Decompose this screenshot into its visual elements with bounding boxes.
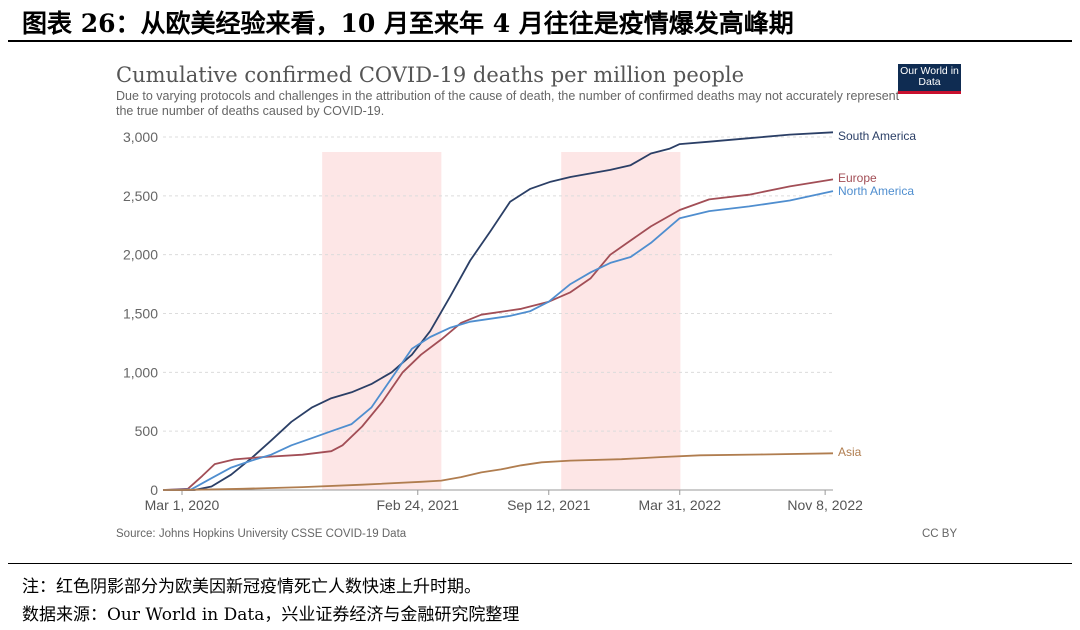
figure-data-source: 数据来源：Our World in Data，兴业证券经济与金融研究院整理 [22, 605, 520, 625]
x-tick-label: Mar 1, 2020 [145, 497, 220, 513]
owid-logo: Our World in Data [898, 64, 961, 94]
legend-label-south-america: South America [838, 129, 916, 143]
legend-label-europe: Europe [838, 171, 877, 185]
y-tick-label: 0 [150, 482, 158, 498]
figure-title: 图表 26：从欧美经验来看，10 月至来年 4 月往往是疫情爆发高峰期 [22, 9, 794, 38]
y-tick-label: 2,000 [123, 247, 158, 263]
x-tick-label: Mar 31, 2022 [638, 497, 721, 513]
shaded-period-1 [322, 152, 442, 490]
chart-subtitle: Due to varying protocols and challenges … [116, 89, 900, 118]
figure-note: 注：红色阴影部分为欧美因新冠疫情死亡人数快速上升时期。 [22, 577, 481, 597]
x-tick-label: Sep 12, 2021 [507, 497, 591, 513]
chart-title: Cumulative confirmed COVID-19 deaths per… [116, 63, 745, 87]
y-tick-label: 1,500 [123, 306, 158, 322]
series-line-asia [163, 452, 834, 491]
x-tick-label: Feb 24, 2021 [377, 497, 460, 513]
top-rule [8, 40, 1072, 42]
legend-label-asia: Asia [838, 445, 862, 459]
license-label: CC BY [922, 528, 958, 540]
legend-label-north-america: North America [838, 184, 914, 198]
y-tick-label: 500 [135, 423, 159, 439]
y-tick-label: 2,500 [123, 188, 158, 204]
y-tick-label: 3,000 [123, 129, 158, 145]
bottom-rule [8, 563, 1072, 564]
chart-source: Source: Johns Hopkins University CSSE CO… [116, 528, 407, 540]
shaded-period-2 [561, 152, 681, 490]
series-line-europe [162, 178, 834, 491]
x-tick-label: Nov 8, 2022 [787, 497, 863, 513]
series-line-south-america [163, 131, 834, 491]
series-line-north-america [162, 190, 834, 491]
y-tick-label: 1,000 [123, 364, 158, 380]
